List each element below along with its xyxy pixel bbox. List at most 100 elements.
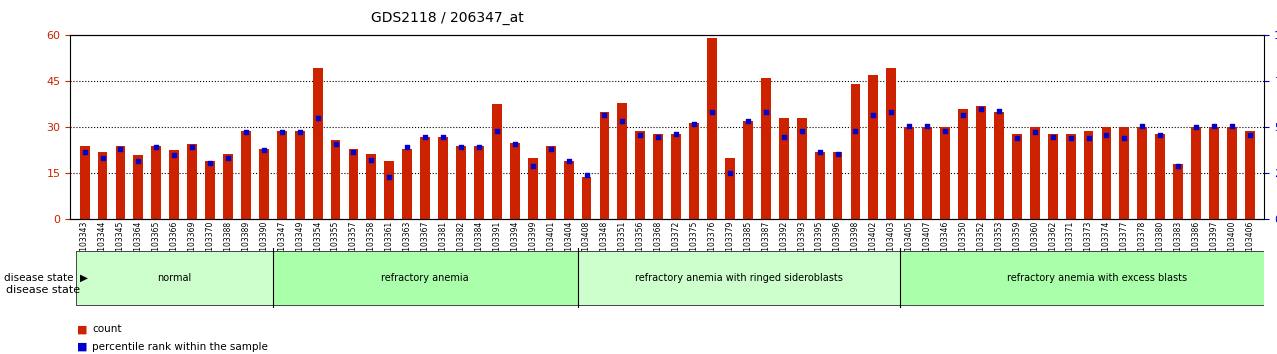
Text: count: count: [92, 324, 121, 334]
Point: [469, 144, 489, 150]
Point: [218, 155, 239, 161]
Text: normal: normal: [157, 273, 192, 283]
Bar: [600, 112, 609, 219]
Bar: [133, 155, 143, 219]
Bar: [1029, 127, 1039, 219]
Bar: [366, 154, 377, 219]
Point: [558, 158, 578, 164]
Bar: [833, 152, 843, 219]
Text: GDS2118 / 206347_at: GDS2118 / 206347_at: [370, 11, 524, 25]
Bar: [223, 154, 232, 219]
Bar: [79, 146, 89, 219]
Bar: [420, 137, 430, 219]
Bar: [1047, 133, 1057, 219]
Point: [827, 151, 848, 156]
Point: [504, 142, 525, 147]
Text: ■: ■: [77, 324, 87, 334]
Bar: [1245, 131, 1255, 219]
Bar: [97, 152, 107, 219]
Bar: [1191, 127, 1202, 219]
Bar: [492, 104, 502, 219]
Bar: [563, 161, 573, 219]
Point: [451, 144, 471, 150]
Bar: [115, 146, 125, 219]
Bar: [958, 109, 968, 219]
Point: [415, 134, 435, 139]
Bar: [313, 68, 323, 219]
Point: [487, 128, 507, 133]
Bar: [743, 121, 753, 219]
Bar: [618, 103, 627, 219]
Bar: [690, 123, 699, 219]
Point: [1024, 129, 1045, 135]
Point: [1204, 123, 1225, 129]
Point: [163, 152, 184, 158]
Bar: [438, 137, 448, 219]
Point: [576, 172, 596, 178]
Bar: [331, 140, 341, 219]
Point: [720, 171, 741, 176]
Point: [540, 146, 561, 152]
Text: disease state: disease state: [6, 285, 80, 295]
Point: [128, 158, 148, 164]
Bar: [868, 75, 879, 219]
Point: [1042, 134, 1062, 139]
Point: [1168, 163, 1189, 169]
Text: disease state  ▶: disease state ▶: [4, 273, 88, 283]
Bar: [994, 112, 1004, 219]
Point: [935, 128, 955, 133]
Point: [1240, 132, 1260, 138]
Bar: [886, 68, 896, 219]
Point: [397, 144, 418, 150]
Bar: [761, 78, 771, 219]
FancyBboxPatch shape: [577, 251, 900, 305]
Point: [433, 134, 453, 139]
Point: [863, 112, 884, 118]
Bar: [152, 146, 161, 219]
Point: [612, 119, 632, 124]
Bar: [170, 150, 179, 219]
Point: [667, 131, 687, 136]
Bar: [707, 39, 716, 219]
Point: [774, 134, 794, 139]
Point: [971, 106, 991, 112]
Point: [1096, 132, 1116, 138]
Point: [308, 115, 328, 121]
Bar: [474, 146, 484, 219]
Text: refractory anemia with excess blasts: refractory anemia with excess blasts: [1008, 273, 1188, 283]
Bar: [510, 143, 520, 219]
Point: [684, 121, 705, 127]
Point: [988, 108, 1009, 113]
Bar: [1120, 127, 1129, 219]
Point: [1078, 135, 1098, 141]
Point: [792, 128, 812, 133]
Point: [647, 134, 668, 139]
Bar: [349, 149, 359, 219]
Bar: [295, 131, 305, 219]
Bar: [672, 133, 681, 219]
Point: [200, 160, 221, 166]
Point: [361, 157, 382, 162]
Bar: [206, 161, 215, 219]
Bar: [581, 177, 591, 219]
Bar: [976, 106, 986, 219]
Bar: [1011, 133, 1022, 219]
Point: [92, 155, 112, 161]
Bar: [1102, 127, 1111, 219]
Bar: [545, 146, 555, 219]
Point: [272, 129, 292, 135]
Point: [1186, 125, 1207, 130]
Point: [146, 144, 166, 150]
Bar: [815, 152, 825, 219]
Bar: [779, 118, 789, 219]
Point: [756, 109, 776, 115]
Point: [881, 109, 902, 115]
Bar: [188, 144, 197, 219]
FancyBboxPatch shape: [900, 251, 1277, 305]
Point: [236, 129, 257, 135]
Bar: [527, 158, 538, 219]
Point: [594, 112, 614, 118]
Point: [702, 109, 723, 115]
Point: [899, 123, 919, 129]
Point: [810, 149, 830, 155]
